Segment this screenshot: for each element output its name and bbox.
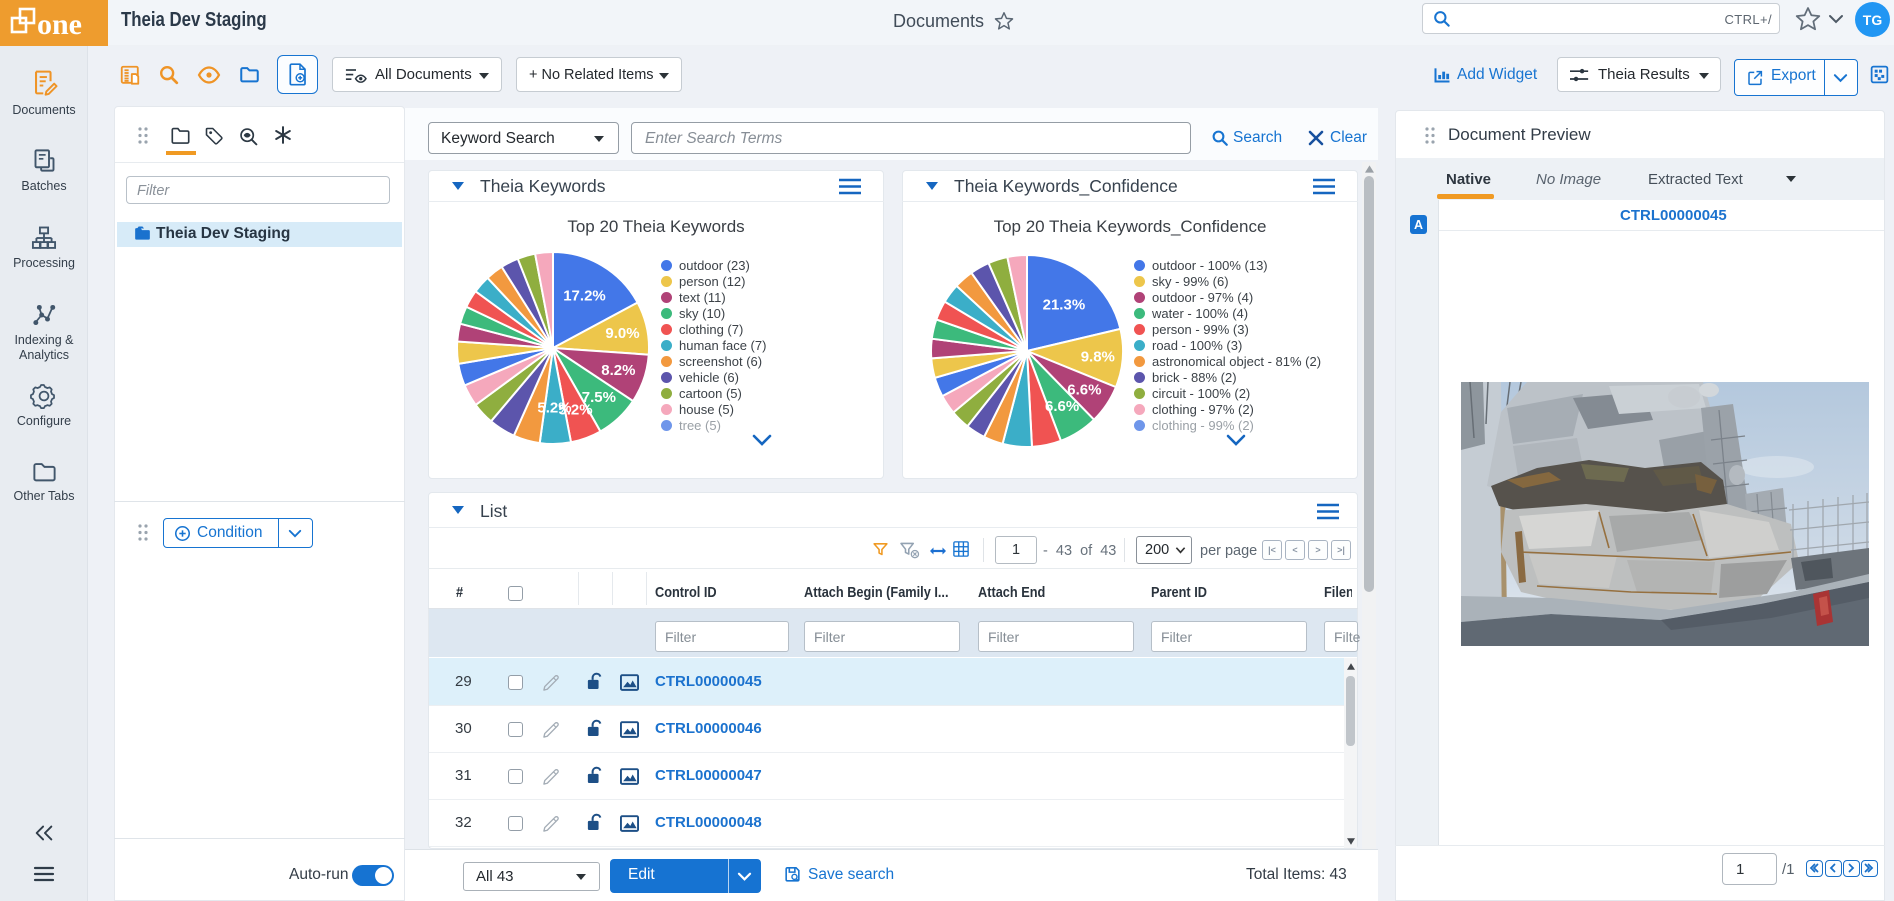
- svg-text:8.2%: 8.2%: [601, 362, 635, 379]
- svg-text:9.8%: 9.8%: [1081, 348, 1115, 365]
- svg-text:17.2%: 17.2%: [563, 287, 606, 304]
- svg-text:Top 20 Theia Keywords_Confiden: Top 20 Theia Keywords_Confidence: [994, 217, 1267, 236]
- svg-text:9.0%: 9.0%: [605, 325, 639, 342]
- svg-text:5.2%: 5.2%: [537, 400, 571, 417]
- svg-text:21.3%: 21.3%: [1043, 296, 1086, 313]
- svg-text:one: one: [37, 8, 82, 41]
- svg-text:5.2%: 5.2%: [558, 401, 592, 418]
- svg-text:6.6%: 6.6%: [1045, 398, 1079, 415]
- svg-text:6.6%: 6.6%: [1067, 382, 1101, 399]
- svg-text:7.5%: 7.5%: [582, 389, 616, 406]
- svg-text:Top 20 Theia Keywords: Top 20 Theia Keywords: [567, 217, 744, 236]
